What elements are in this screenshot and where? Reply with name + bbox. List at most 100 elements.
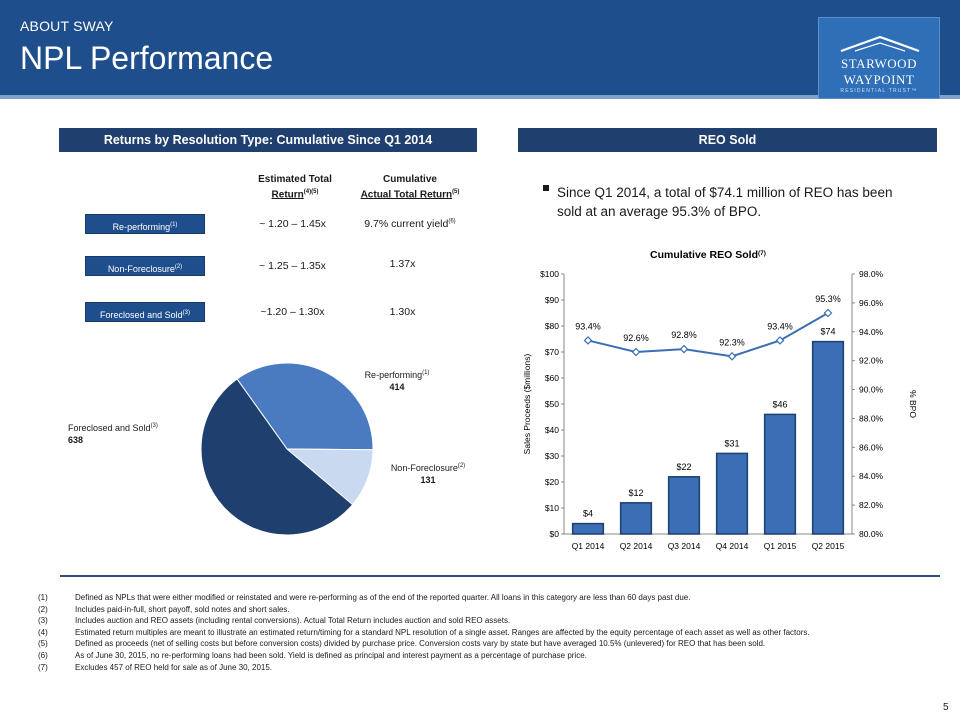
header-bar: [0, 0, 960, 95]
x-tick-label: Q1 2014: [572, 541, 605, 551]
actual-return-text: 9.7% current yield: [364, 218, 449, 230]
reo-summary-text: Since Q1 2014, a total of $74.1 million …: [557, 185, 893, 219]
y2-tick-label: 88.0%: [859, 413, 884, 423]
reo-sold-chart: Cumulative REO Sold(7) $0 $10 $20 $30 $40 $50 $…: [522, 249, 918, 551]
y2-axis-title: % BPO: [908, 390, 918, 418]
bar-q2-2015: [811, 340, 845, 535]
y-tick-label: $50: [545, 399, 559, 409]
footnote-number: (2): [38, 604, 48, 614]
bpo-value-label: 95.3%: [815, 294, 841, 304]
row-label-text: Re-performing: [112, 222, 171, 232]
footnote-text: Estimated return multiples are meant to …: [75, 627, 810, 637]
actual-return-nonforeclosure: 1.37x: [389, 258, 416, 270]
pie-label-reperforming: Re-performing(1) 414: [352, 367, 442, 393]
footnote-number: (6): [38, 650, 48, 660]
footnote-text: Defined as proceeds (net of selling cost…: [75, 639, 766, 649]
y-tick-label: $80: [545, 321, 559, 331]
estimated-return-foreclosed: ~1.20 – 1.30x: [260, 306, 325, 318]
y2-tick-label: 98.0%: [859, 269, 884, 279]
y-tick-label: $100: [540, 269, 559, 279]
footnotes: (1) Defined as NPLs that were either modi…: [38, 592, 928, 673]
y-tick-label: $0: [550, 529, 560, 539]
bpo-point-marker: [775, 336, 785, 345]
footnote-2: (2) Includes paid-in-full, short payoff, …: [38, 604, 928, 616]
page-title: NPL Performance: [20, 40, 274, 76]
x-tick-label: Q2 2015: [812, 541, 845, 551]
estimated-return-header: Estimated Total Return(4)(5): [240, 174, 350, 201]
pie-label-foreclosed: Foreclosed and Sold(3) 638: [68, 420, 178, 446]
bpo-point-marker: [583, 336, 593, 345]
bullet-square-icon: [543, 185, 549, 191]
row-label-nonforeclosure: Non-Foreclosure(2): [85, 256, 205, 276]
bpo-value-label: 92.3%: [719, 337, 745, 347]
bar-value-label: $46: [772, 399, 787, 409]
logo-text-starwood: STARWOOD: [841, 56, 917, 71]
estimated-return-header-line1: Estimated Total: [258, 174, 332, 185]
footnote-1: (1) Defined as NPLs that were either modi…: [38, 592, 928, 604]
bar-q1-2015: [763, 413, 797, 535]
actual-return-foreclosed: 1.30x: [389, 306, 416, 318]
pie-label-sup: (3): [150, 423, 158, 429]
chart-title-sup: (7): [758, 250, 766, 257]
bar-value-label: $31: [724, 438, 739, 448]
pie-label-name: Foreclosed and Sold: [68, 423, 151, 433]
bpo-point-marker: [679, 344, 689, 354]
bar-value-label: $22: [676, 462, 691, 472]
returns-panel-heading: Returns by Resolution Type: Cumulative S…: [59, 128, 477, 152]
footnote-5: (5) Defined as proceeds (net of selling c…: [38, 638, 928, 650]
footnote-divider: [60, 575, 940, 577]
bpo-value-label: 92.6%: [623, 333, 649, 343]
pie-label-value: 414: [389, 382, 405, 392]
y-tick-label: $40: [545, 425, 559, 435]
footnote-number: (1): [38, 593, 48, 602]
y2-tick-label: 80.0%: [859, 529, 884, 539]
footnote-text: Defined as NPLs that were either modifie…: [75, 593, 691, 602]
footnote-number: (7): [38, 662, 48, 672]
row-label-sup: (3): [182, 310, 190, 316]
actual-return-header-sup: (5): [452, 189, 460, 195]
bpo-line: [587, 312, 829, 358]
footnote-4: (4) Estimated return multiples are meant …: [38, 627, 928, 639]
pie-label-name: Non-Foreclosure: [390, 463, 458, 473]
pie-label-nonforeclosure: Non-Foreclosure(2) 131: [378, 460, 478, 486]
actual-return-header-line2: Actual Total Return: [360, 189, 453, 201]
bar-value-label: $12: [628, 488, 643, 498]
pie-label-sup: (2): [457, 463, 466, 469]
pie-slice-nonforeclosure: [285, 448, 374, 506]
bpo-point-marker: [727, 351, 737, 361]
bpo-value-label: 93.4%: [575, 321, 601, 331]
y2-tick-label: 82.0%: [859, 500, 884, 510]
bpo-value-label: 92.8%: [671, 330, 697, 340]
estimated-return-header-line2: Return: [271, 189, 304, 201]
bpo-value-label: 93.4%: [767, 321, 793, 331]
y2-tick-label: 94.0%: [859, 327, 884, 337]
y2-tick-label: 86.0%: [859, 442, 884, 452]
row-label-foreclosed: Foreclosed and Sold(3): [85, 302, 205, 322]
y-tick-label: $60: [545, 373, 559, 383]
footnote-number: (5): [38, 639, 48, 649]
y2-tick-label: 92.0%: [859, 356, 884, 366]
y-tick-label: $10: [545, 503, 559, 513]
x-tick-label: Q2 2014: [620, 541, 653, 551]
bar-q2-2014: [619, 502, 653, 535]
bpo-point-marker: [823, 308, 833, 318]
footnote-number: (4): [38, 627, 48, 637]
y-tick-label: $20: [545, 477, 559, 487]
logo-text-residential: RESIDENTIAL TRUST™: [840, 88, 918, 94]
pie-slice-foreclosed: [200, 378, 354, 536]
y2-tick-label: 90.0%: [859, 385, 884, 395]
footnote-3: (3) Includes auction and REO assets (incl…: [38, 615, 928, 627]
bar-q4-2014: [715, 452, 749, 535]
x-tick-label: Q1 2015: [764, 541, 797, 551]
footnote-text: As of June 30, 2015, no re-performing lo…: [75, 650, 587, 660]
y-tick-label: $30: [545, 451, 559, 461]
header-stripe: [0, 95, 960, 99]
y2-tick-label: 96.0%: [859, 298, 884, 308]
x-tick-label: Q3 2014: [668, 541, 701, 551]
estimated-return-nonforeclosure: ~ 1.25 – 1.35x: [259, 260, 326, 272]
estimated-return-reperforming: ~ 1.20 – 1.45x: [259, 218, 326, 230]
page-number: 5: [943, 702, 949, 713]
pie-label-value: 638: [68, 435, 84, 445]
row-label-sup: (1): [170, 222, 178, 228]
y-tick-label: $70: [545, 347, 559, 357]
